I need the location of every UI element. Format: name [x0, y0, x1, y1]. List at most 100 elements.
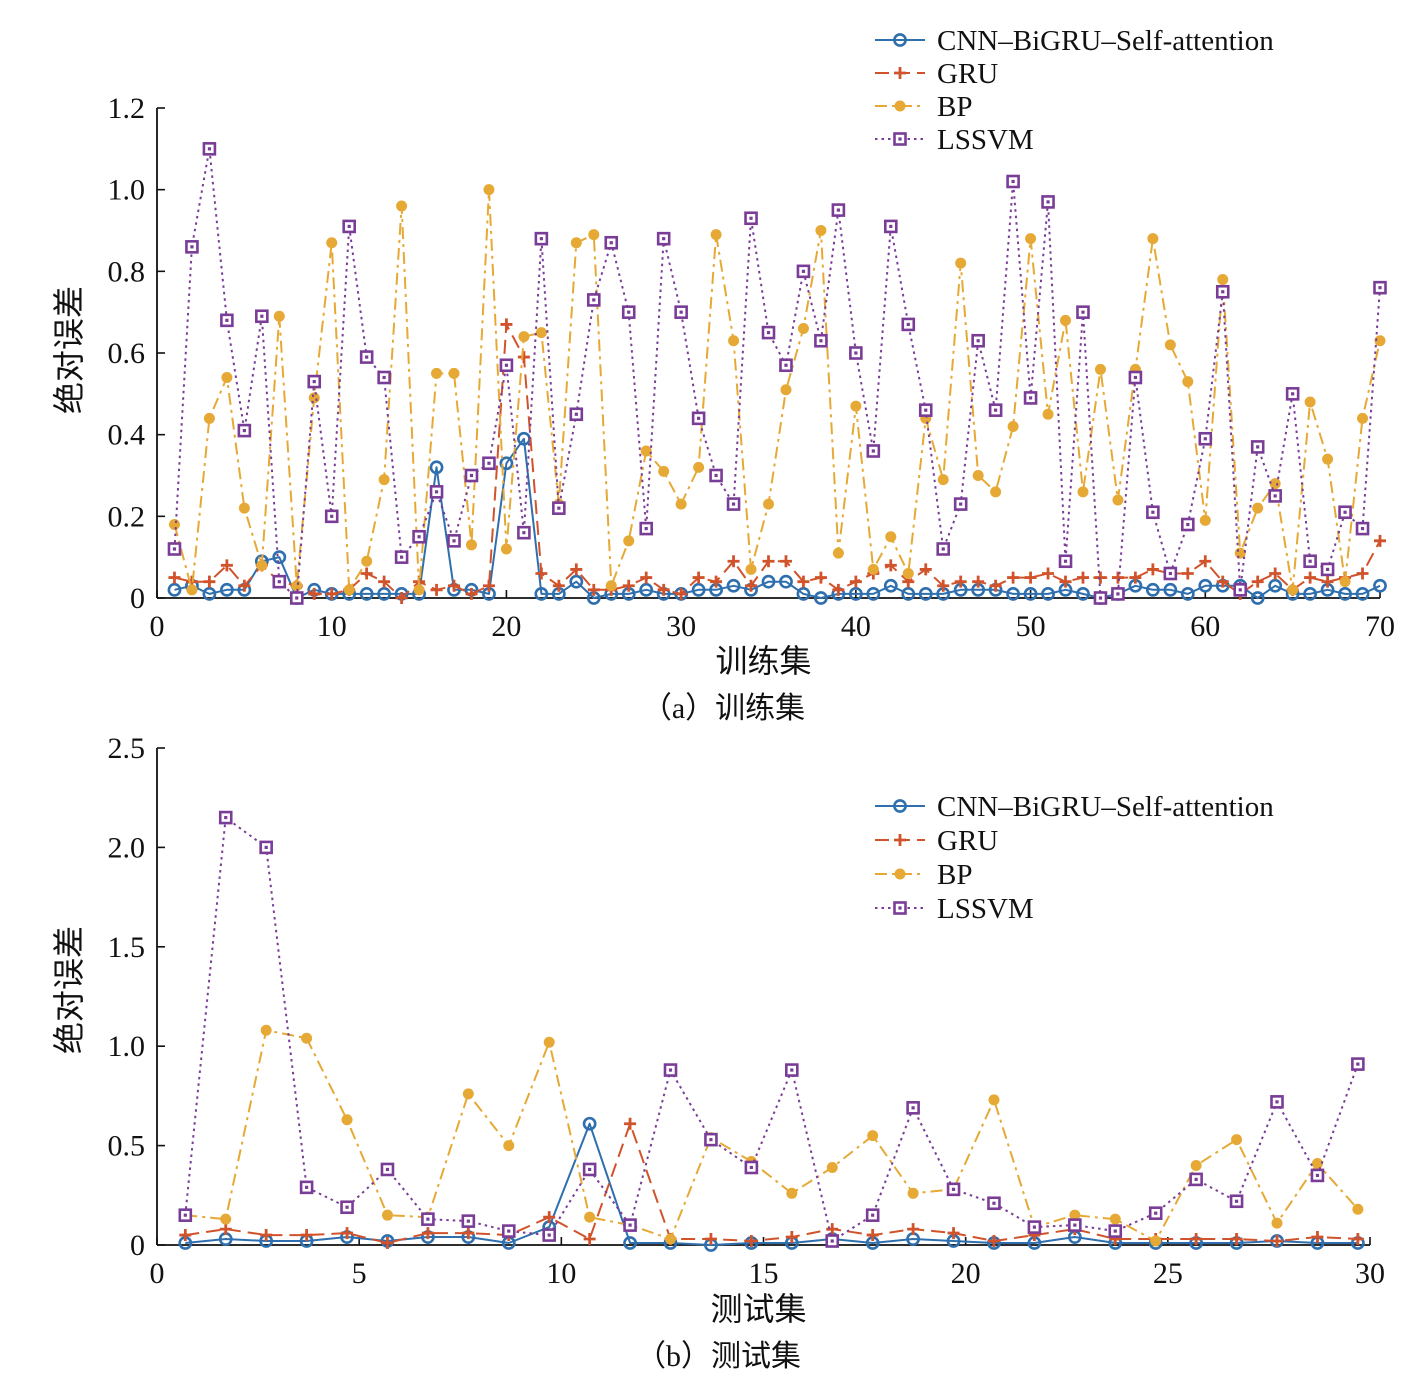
test-series-line: [184, 816, 1359, 1242]
train-data-point: [639, 582, 654, 597]
train-data-point: [815, 225, 827, 236]
train-data-point: [937, 474, 949, 486]
train-data-point: [1077, 486, 1089, 498]
test-data-point: [786, 1187, 798, 1199]
train-data-point: [465, 587, 478, 600]
train-series-line: [173, 147, 1381, 599]
test-x-tick-label: 15: [749, 1257, 779, 1290]
train-data-point: [848, 587, 863, 601]
test-data-point: [987, 1235, 1000, 1248]
test-data-point: [1271, 1217, 1283, 1229]
train-data-point: [832, 583, 845, 596]
train-data-point: [1252, 502, 1264, 514]
train-data-point: [534, 587, 549, 601]
train-data-point: [1023, 587, 1038, 601]
train-data-point: [552, 579, 565, 592]
test-data-point: [704, 1233, 717, 1246]
train-data-point: [762, 555, 775, 568]
test-data-point: [907, 1223, 920, 1236]
test-data-point: [543, 1036, 555, 1048]
test-series-bp: [179, 1024, 1364, 1247]
train-data-point: [377, 587, 392, 601]
train-data-point: [849, 575, 862, 588]
train-data-point: [570, 563, 583, 576]
train-data-point: [202, 587, 217, 601]
train-data-point: [1303, 587, 1318, 601]
train-x-axis-title: 训练集: [715, 643, 811, 679]
test-data-point: [623, 1236, 637, 1250]
train-legend-label: LSSVM: [937, 124, 1034, 156]
train-data-point: [622, 579, 635, 592]
test-data-point: [1351, 1233, 1364, 1246]
test-y-tick-label: 2.0: [108, 831, 146, 864]
test-data-point: [1352, 1203, 1364, 1215]
train-data-point: [517, 351, 530, 364]
test-data-point: [1150, 1235, 1162, 1247]
train-series-gru: [168, 318, 1386, 604]
test-x-tick-label: 25: [1153, 1257, 1183, 1290]
test-data-point: [988, 1094, 1000, 1106]
train-data-point: [1042, 567, 1055, 580]
train-data-point: [1163, 582, 1178, 597]
train-data-point: [448, 367, 460, 379]
train-data-point: [989, 579, 1002, 592]
train-y-axis-title: 绝对误差: [51, 286, 87, 414]
test-data-point: [381, 1237, 394, 1250]
test-data-point: [179, 1229, 192, 1242]
train-data-point: [1321, 575, 1334, 588]
train-data-point: [1042, 408, 1054, 420]
train-data-point: [1374, 335, 1386, 347]
train-data-point: [1112, 494, 1124, 506]
train-data-point: [1216, 575, 1229, 588]
train-x-tick-label: 10: [317, 610, 347, 643]
train-data-point: [1180, 587, 1195, 601]
train-data-point: [238, 502, 250, 514]
train-series-line: [174, 437, 1381, 599]
train-data-point: [1269, 478, 1281, 490]
test-series-cnn-bigru-self-attention: [178, 1116, 1365, 1252]
train-data-point: [990, 486, 1002, 498]
test-legend-marker: [893, 799, 907, 813]
test-data-point: [1231, 1134, 1243, 1146]
test-data-point: [1311, 1157, 1323, 1169]
train-data-point: [1251, 575, 1264, 588]
train-data-point: [658, 465, 670, 477]
train-data-point: [640, 571, 653, 584]
train-x-tick-label: 30: [666, 610, 696, 643]
test-caption: （b）测试集: [636, 1340, 801, 1373]
train-data-point: [500, 543, 512, 555]
train-y-tick-label: 1.0: [108, 174, 146, 207]
train-data-point: [710, 229, 722, 241]
test-data-point: [381, 1209, 393, 1221]
train-data-point: [1339, 576, 1351, 588]
train-data-point: [395, 592, 408, 604]
train-data-point: [378, 474, 390, 486]
test-data-point: [462, 1088, 474, 1100]
train-data-point: [1373, 578, 1387, 593]
test-legend-marker: [894, 834, 906, 846]
train-data-point: [1024, 571, 1037, 584]
train-legend-label: BP: [937, 91, 972, 123]
test-data-point: [1271, 1235, 1283, 1248]
train-legend-item: BP: [875, 91, 972, 123]
test-legend-label: CNN–BiGRU–Self-attention: [937, 791, 1274, 823]
train-data-point: [726, 578, 741, 593]
train-legend-label: GRU: [937, 58, 998, 90]
train-y-tick-label: 0.6: [108, 337, 146, 370]
train-series-line: [173, 188, 1381, 591]
train-data-point: [1357, 412, 1369, 424]
train-data-point: [1356, 567, 1369, 580]
train-data-point: [378, 575, 391, 588]
test-data-point: [826, 1161, 838, 1173]
test-data-point: [665, 1233, 677, 1245]
train-data-point: [763, 498, 774, 510]
train-data-point: [1164, 339, 1176, 351]
train-data-point: [570, 237, 582, 249]
test-data-point: [300, 1229, 313, 1242]
train-data-point: [1268, 578, 1283, 593]
test-series-line: [185, 1029, 1359, 1242]
train-data-point: [569, 574, 584, 589]
train-data-point: [1374, 534, 1386, 547]
test-data-point: [745, 1235, 758, 1248]
